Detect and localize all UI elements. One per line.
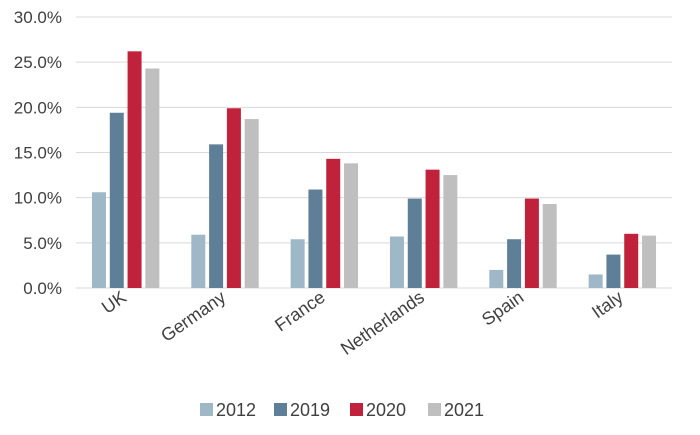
bar-2020-spain xyxy=(524,198,539,288)
x-category-label: Netherlands xyxy=(337,287,428,359)
bar-2021-italy xyxy=(642,235,657,288)
y-tick-label: 5.0% xyxy=(23,234,62,253)
legend-swatch-2012 xyxy=(200,403,213,416)
bar-2020-germany xyxy=(226,108,241,288)
x-category-label: UK xyxy=(98,287,130,318)
y-tick-label: 15.0% xyxy=(14,144,62,163)
bar-2012-uk xyxy=(91,192,106,288)
legend-label-2019: 2019 xyxy=(290,400,330,420)
bar-2021-netherlands xyxy=(443,175,458,288)
bar-2020-uk xyxy=(127,51,142,289)
bar-2012-germany xyxy=(191,234,206,288)
x-category-label: Italy xyxy=(588,287,627,322)
x-category-label: Germany xyxy=(157,287,229,346)
x-axis-labels: UK Germany France Netherlands Spain Italy xyxy=(98,287,627,359)
legend-swatch-2019 xyxy=(274,403,287,416)
y-axis-labels: 0.0% 5.0% 10.0% 15.0% 20.0% 25.0% 30.0% xyxy=(14,8,62,298)
bar-2021-france xyxy=(344,163,359,288)
bar-2021-germany xyxy=(244,119,259,289)
bar-2012-france xyxy=(290,239,305,288)
bar-2012-netherlands xyxy=(389,236,404,288)
gridlines xyxy=(76,16,672,289)
bar-2012-spain xyxy=(489,269,504,288)
y-tick-label: 0.0% xyxy=(23,279,62,298)
legend-swatch-2021 xyxy=(428,403,441,416)
bar-2019-italy xyxy=(606,254,621,288)
bar-2021-uk xyxy=(145,68,160,289)
y-tick-label: 10.0% xyxy=(14,189,62,208)
bar-2019-uk xyxy=(109,112,124,289)
y-tick-label: 25.0% xyxy=(14,53,62,72)
bar-2019-france xyxy=(308,189,323,288)
bar-2020-netherlands xyxy=(425,169,440,288)
bar-2019-germany xyxy=(209,144,224,288)
bar-2020-italy xyxy=(624,233,639,288)
legend-label-2012: 2012 xyxy=(216,400,256,420)
legend-label-2021: 2021 xyxy=(444,400,484,420)
legend-swatch-2020 xyxy=(350,403,363,416)
legend: 2012 2019 2020 2021 xyxy=(200,400,484,420)
x-category-label: France xyxy=(271,287,328,336)
y-tick-label: 30.0% xyxy=(14,8,62,27)
bar-2019-netherlands xyxy=(407,198,422,288)
bar-2021-spain xyxy=(542,203,557,288)
bar-2020-france xyxy=(326,158,341,288)
bars xyxy=(91,51,657,289)
legend-label-2020: 2020 xyxy=(366,400,406,420)
y-tick-label: 20.0% xyxy=(14,98,62,117)
bar-2019-spain xyxy=(507,239,522,288)
bar-2012-italy xyxy=(588,274,603,288)
x-category-label: Spain xyxy=(478,287,527,330)
